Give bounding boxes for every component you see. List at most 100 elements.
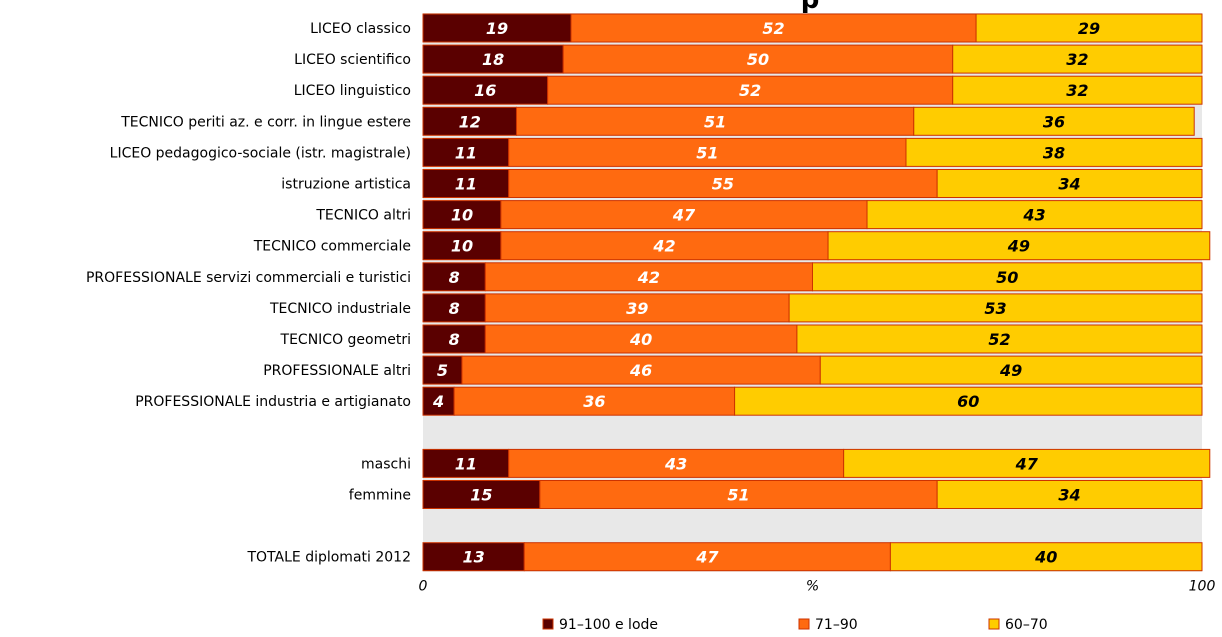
bar-segment (734, 386, 1203, 416)
bar-segment (422, 542, 525, 572)
category-label: TECNICO altri (315, 208, 411, 224)
category-label: TOTALE diplomati 2012 (246, 550, 411, 566)
bar-segment (819, 355, 1203, 385)
data-label: 36 (583, 392, 605, 411)
data-label: 40 (629, 330, 652, 349)
data-label: 43 (664, 454, 687, 473)
category-label: maschi (361, 456, 411, 472)
bar-segment (484, 324, 798, 354)
bar-segment (422, 293, 486, 323)
bar-segment (866, 200, 1203, 230)
data-label: 50 (996, 268, 1018, 287)
data-label: 10 (451, 237, 473, 256)
category-label: LICEO classico (310, 21, 411, 37)
bar-segment (523, 542, 891, 572)
bar-segment (889, 542, 1203, 572)
legend-label: 71–90 (815, 617, 858, 633)
data-label: 52 (762, 19, 784, 38)
bar-segment (422, 262, 486, 292)
bar-segment (422, 324, 486, 354)
data-label: 34 (1058, 486, 1080, 505)
legend-label: 60–70 (1005, 617, 1048, 633)
bar-segment (936, 480, 1203, 509)
bar-segment (952, 75, 1203, 105)
legend-swatch (798, 618, 810, 630)
bar-segment (936, 169, 1203, 198)
x-axis-label: % (806, 579, 819, 595)
bar-segment (975, 13, 1203, 43)
legend-swatch (542, 618, 554, 630)
data-label: 11 (455, 454, 477, 473)
bar-segment (422, 137, 510, 167)
data-label: 8 (449, 299, 460, 318)
data-label: 18 (482, 50, 504, 69)
data-label: 47 (695, 548, 719, 567)
data-label: 5 (437, 361, 448, 380)
data-label: 19 (486, 19, 508, 38)
plot-area (423, 13, 1202, 572)
data-label: 47 (672, 206, 696, 225)
bar-segment (508, 448, 845, 478)
data-label: 53 (984, 299, 1006, 318)
data-label: 12 (459, 112, 481, 131)
data-label: 47 (1015, 454, 1039, 473)
data-label: 52 (739, 81, 761, 100)
bar-segment (547, 75, 954, 105)
bar-segment (515, 106, 915, 136)
bar-segment (500, 200, 868, 230)
legend-swatch (988, 618, 1000, 630)
category-label: TECNICO periti az. e corr. in lingue est… (120, 114, 411, 130)
category-label: TECNICO industriale (269, 301, 411, 317)
data-label: 11 (455, 175, 477, 194)
bar-segment (484, 262, 813, 292)
data-label: 40 (1034, 548, 1057, 567)
data-label: 13 (463, 548, 485, 567)
data-label: 39 (626, 299, 648, 318)
bar-segment (843, 448, 1211, 478)
bar-segment (905, 137, 1203, 167)
category-label: LICEO pedagogico-sociale (istr. magistra… (110, 145, 411, 161)
data-label: 49 (999, 361, 1022, 380)
bar-segment (827, 231, 1211, 261)
bar-segment (422, 448, 510, 478)
bar-segment (422, 169, 510, 198)
data-label: 16 (474, 81, 496, 100)
legend: 91–100 e lode 71–90 60–70 (542, 617, 1048, 633)
data-label: 38 (1043, 143, 1065, 162)
data-label: 10 (451, 206, 473, 225)
category-label: TECNICO commerciale (253, 239, 411, 255)
bar-segment (484, 293, 790, 323)
bar-segment (422, 13, 572, 43)
bar-segment (952, 44, 1203, 74)
data-label: 52 (988, 330, 1010, 349)
category-label: LICEO scientifico (294, 52, 411, 68)
data-label: 11 (455, 143, 477, 162)
bar-segment (422, 106, 517, 136)
data-label: 34 (1058, 175, 1080, 194)
legend-label: 91–100 e lode (559, 617, 658, 633)
data-label: 32 (1066, 50, 1088, 69)
bar-segment (422, 75, 549, 105)
data-label: 46 (629, 361, 652, 380)
data-label: 8 (449, 330, 460, 349)
data-label: 60 (957, 392, 979, 411)
data-label: 29 (1078, 19, 1100, 38)
bar-segment (788, 293, 1203, 323)
data-label: 8 (449, 268, 460, 287)
bar-segment (453, 386, 736, 416)
data-label: 42 (637, 268, 660, 287)
data-label: 51 (704, 112, 726, 131)
x-tick-label-100: 100 (1189, 579, 1216, 595)
bar-segment (422, 200, 502, 230)
data-label: 42 (652, 237, 675, 256)
x-axis: 0 100 % (419, 579, 1216, 595)
data-label: 15 (470, 486, 492, 505)
data-label: 55 (712, 175, 734, 194)
bar-segment (796, 324, 1203, 354)
bar-segment (422, 355, 463, 385)
data-label: 49 (1007, 237, 1030, 256)
x-tick-label-0: 0 (419, 579, 428, 595)
data-label: 4 (432, 392, 444, 411)
